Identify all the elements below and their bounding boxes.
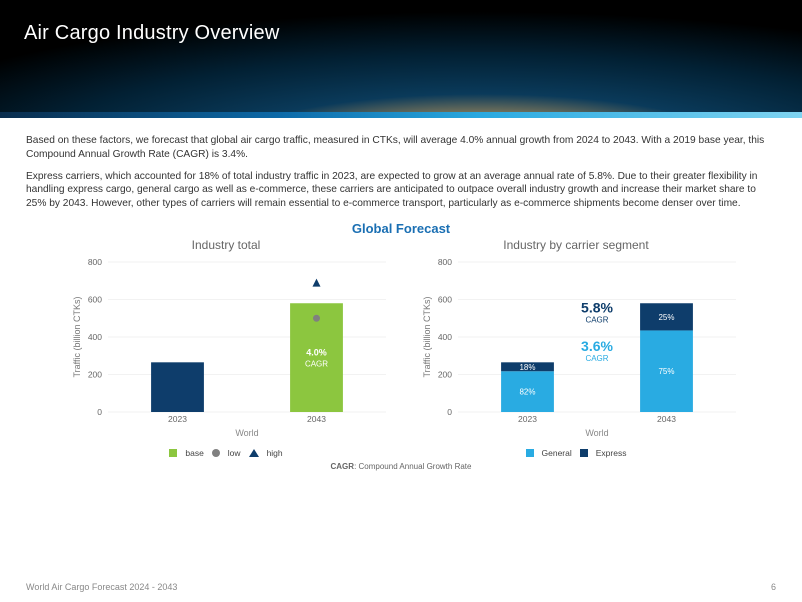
- legend-marker-base-icon: [169, 449, 177, 457]
- marker-high-icon: [313, 278, 321, 286]
- chart-left-svg: 0 200 400 600 800 Traffic (billion CTKs) 2023 4…: [56, 254, 396, 444]
- svg-text:CAGR: CAGR: [585, 354, 608, 363]
- svg-text:82%: 82%: [519, 387, 535, 396]
- svg-text:0: 0: [447, 407, 452, 417]
- chart-left-title: Industry total: [56, 238, 396, 252]
- callout-5.8%: 5.8%: [581, 299, 613, 315]
- legend-marker-high-icon: [249, 449, 259, 457]
- svg-text:800: 800: [438, 257, 452, 267]
- svg-text:200: 200: [438, 369, 452, 379]
- legend-label-base: base: [185, 448, 203, 458]
- chart-left-legend: base low high: [56, 448, 396, 458]
- charts-row: Industry total 0 200 400 600 800 Traffic (bil…: [26, 238, 776, 458]
- svg-text:2043: 2043: [307, 414, 326, 424]
- legend-marker-Express-icon: [580, 449, 588, 457]
- svg-text:World: World: [585, 428, 608, 438]
- svg-text:Traffic (billion CTKs): Traffic (billion CTKs): [72, 296, 82, 377]
- legend-marker-low-icon: [212, 449, 220, 457]
- svg-text:75%: 75%: [658, 367, 674, 376]
- chart-right-title: Industry by carrier segment: [406, 238, 746, 252]
- svg-text:2023: 2023: [518, 414, 537, 424]
- forecast-title: Global Forecast: [26, 221, 776, 236]
- svg-text:CAGR: CAGR: [305, 359, 328, 368]
- body: Based on these factors, we forecast that…: [0, 118, 802, 602]
- footer: World Air Cargo Forecast 2024 - 2043 6: [26, 582, 776, 592]
- paragraph-2: Express carriers, which accounted for 18…: [26, 170, 776, 211]
- marker-low-icon: [313, 315, 320, 322]
- legend-label-high: high: [267, 448, 283, 458]
- bar-2023: [151, 362, 204, 412]
- cagr-note-text: Compound Annual Growth Rate: [359, 462, 472, 471]
- hero-accent-band: [0, 112, 802, 118]
- svg-text:25%: 25%: [658, 313, 674, 322]
- svg-text:18%: 18%: [519, 363, 535, 372]
- svg-text:200: 200: [88, 369, 102, 379]
- cagr-note: CAGR: Compound Annual Growth Rate: [26, 462, 776, 471]
- page-title: Air Cargo Industry Overview: [24, 22, 279, 45]
- svg-text:600: 600: [438, 294, 452, 304]
- svg-text:CAGR: CAGR: [585, 315, 608, 324]
- svg-text:Traffic (billion CTKs): Traffic (billion CTKs): [422, 296, 432, 377]
- legend-marker-General-icon: [526, 449, 534, 457]
- legend-label-low: low: [228, 448, 241, 458]
- chart-right-legend: General Express: [406, 448, 746, 458]
- paragraph-1: Based on these factors, we forecast that…: [26, 134, 776, 162]
- svg-text:2043: 2043: [657, 414, 676, 424]
- svg-text:4.0%: 4.0%: [306, 347, 327, 357]
- page: Air Cargo Industry Overview Based on the…: [0, 0, 802, 602]
- svg-text:800: 800: [88, 257, 102, 267]
- callout-3.6%: 3.6%: [581, 338, 613, 354]
- chart-right-svg: 0 200 400 600 800 Traffic (billion CTKs) 82% 18…: [406, 254, 746, 444]
- svg-text:0: 0: [97, 407, 102, 417]
- svg-text:400: 400: [438, 332, 452, 342]
- legend-label-Express: Express: [596, 448, 627, 458]
- svg-text:600: 600: [88, 294, 102, 304]
- footer-left: World Air Cargo Forecast 2024 - 2043: [26, 582, 177, 592]
- legend-label-General: General: [542, 448, 572, 458]
- svg-text:2023: 2023: [168, 414, 187, 424]
- footer-page-number: 6: [771, 582, 776, 592]
- hero-banner: Air Cargo Industry Overview: [0, 0, 802, 118]
- svg-text:400: 400: [88, 332, 102, 342]
- chart-industry-total: Industry total 0 200 400 600 800 Traffic (bil…: [56, 238, 396, 458]
- svg-text:World: World: [235, 428, 258, 438]
- chart-by-segment: Industry by carrier segment 0 200 400 600 80…: [406, 238, 746, 458]
